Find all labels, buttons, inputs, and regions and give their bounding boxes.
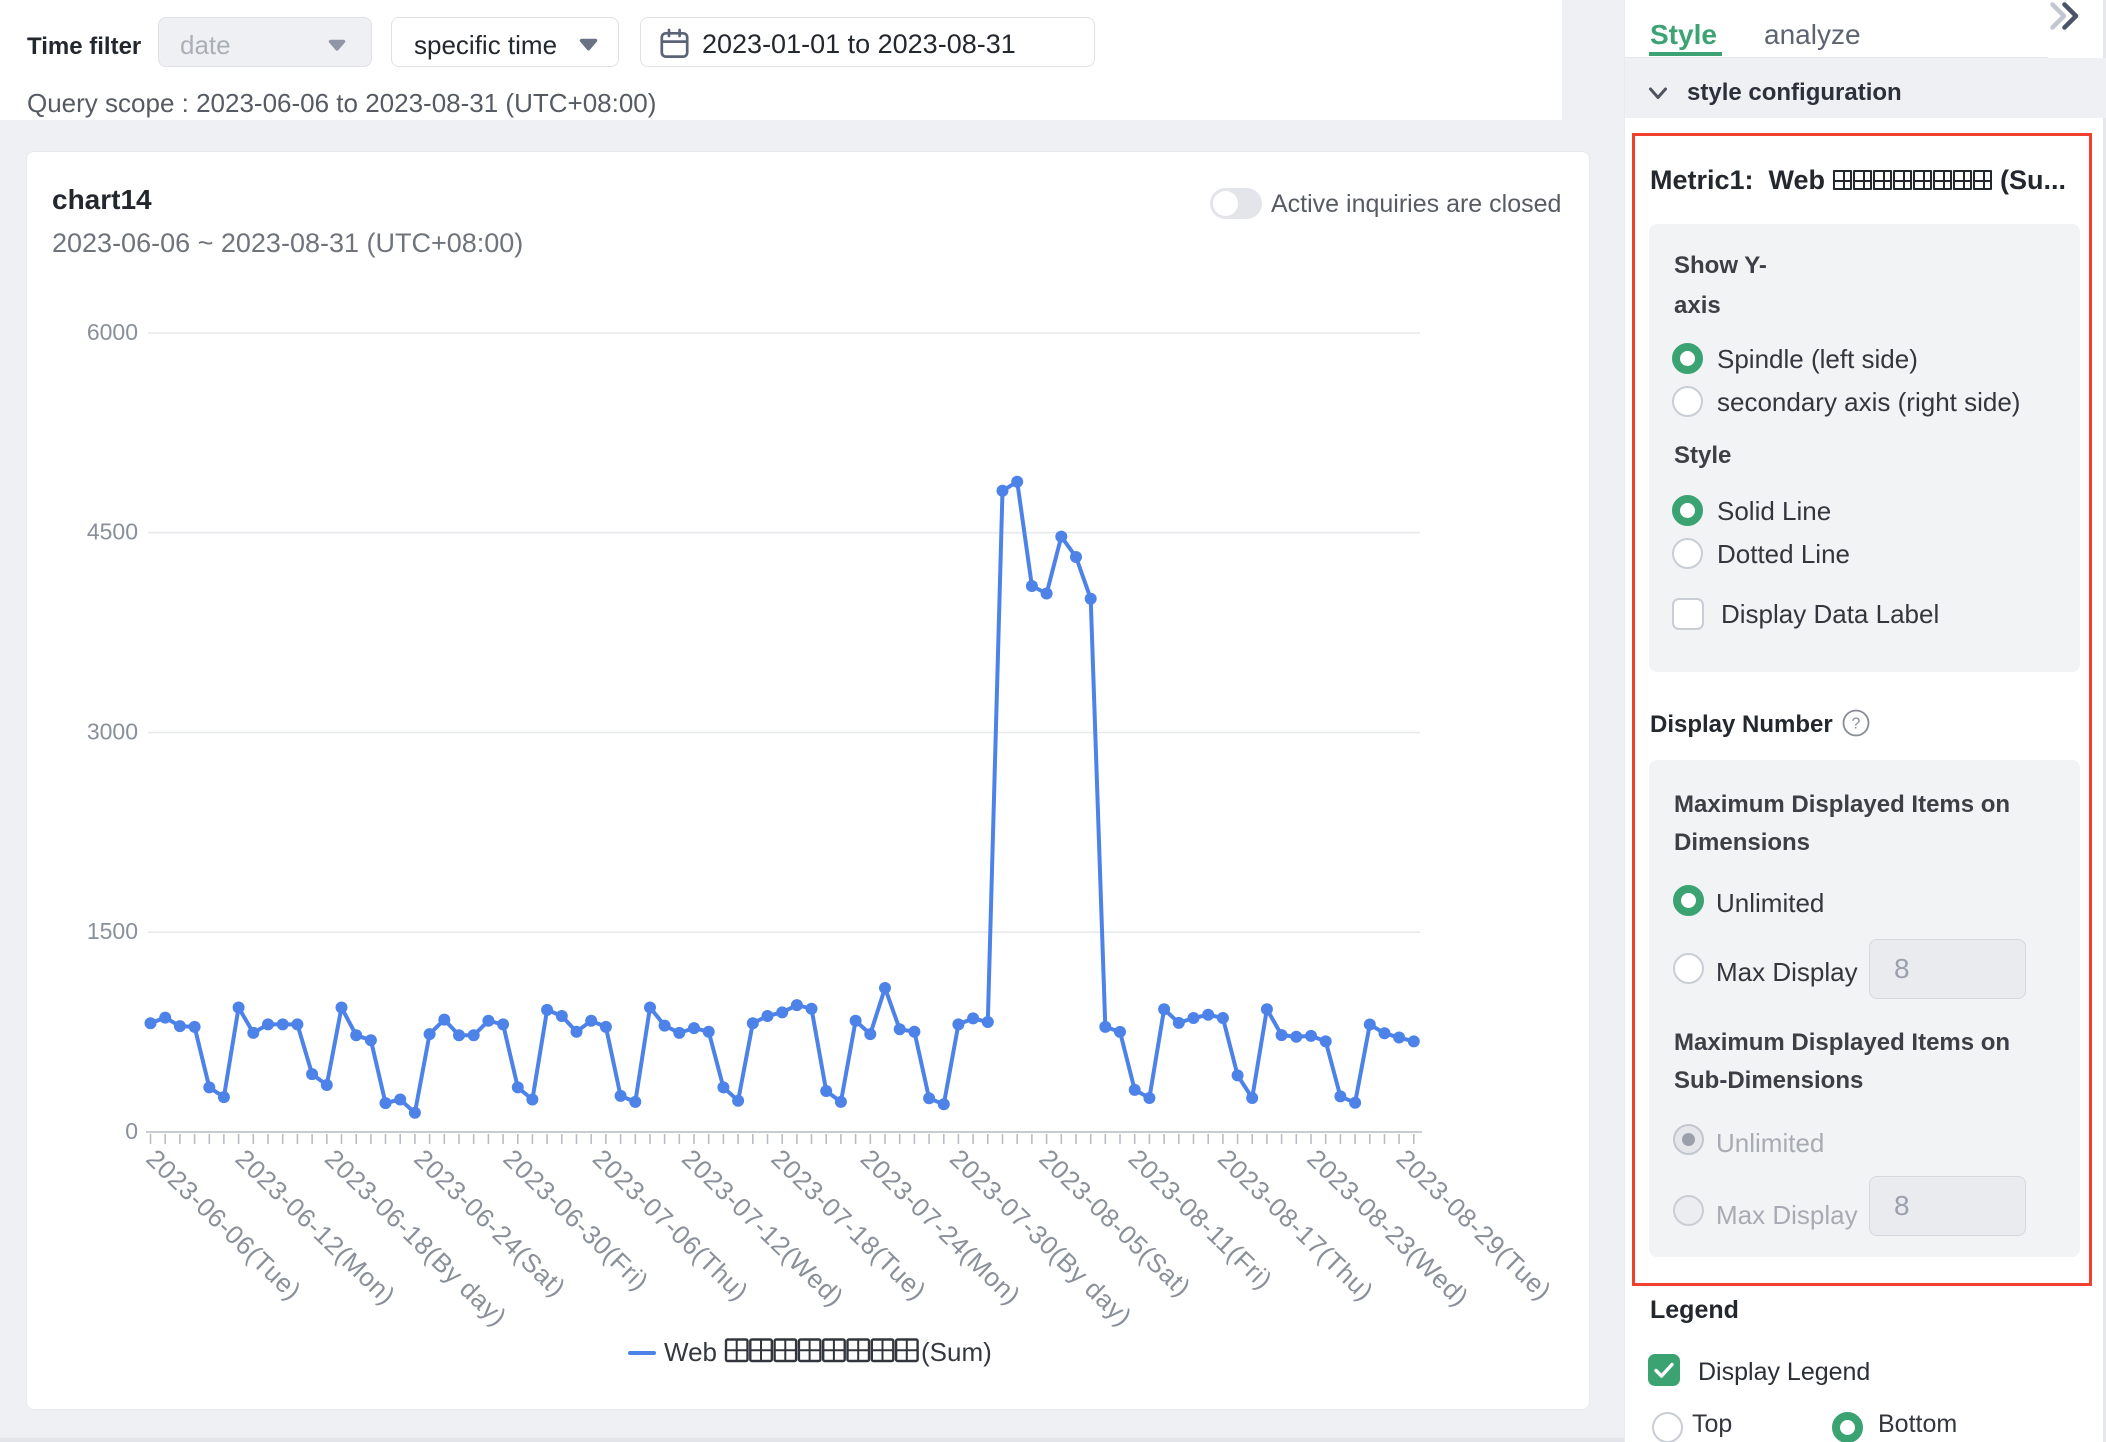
svg-text:2023-08-29(Tue): 2023-08-29(Tue) [1391,1143,1558,1306]
svg-text:2023-08-05(Sat): 2023-08-05(Sat) [1033,1143,1197,1302]
svg-text:?: ? [1852,716,1861,733]
svg-text:(Sum): (Sum) [921,1337,992,1367]
svg-text:2023-07-24(Mon): 2023-07-24(Mon) [855,1143,1027,1310]
svg-text:2023-07-12(Wed): 2023-07-12(Wed) [676,1143,850,1312]
svg-text:Web: Web [664,1337,717,1367]
svg-text:2023-08-17(Thu): 2023-08-17(Thu) [1212,1143,1380,1306]
svg-text:2023-08-23(Wed): 2023-08-23(Wed) [1301,1143,1475,1312]
svg-text:2023-06-24(Sat): 2023-06-24(Sat) [408,1143,572,1302]
svg-text:3000: 3000 [87,719,138,745]
svg-text:6000: 6000 [87,319,138,345]
svg-text:2023-06-06(Tue): 2023-06-06(Tue) [140,1143,307,1306]
svg-text:2023-07-06(Thu): 2023-07-06(Thu) [587,1143,755,1306]
svg-text:0: 0 [125,1118,138,1144]
svg-text:2023-07-18(Tue): 2023-07-18(Tue) [766,1143,933,1306]
svg-text:1500: 1500 [87,918,138,944]
svg-text:2023-06-12(Mon): 2023-06-12(Mon) [230,1143,402,1310]
svg-text:4500: 4500 [87,519,138,545]
